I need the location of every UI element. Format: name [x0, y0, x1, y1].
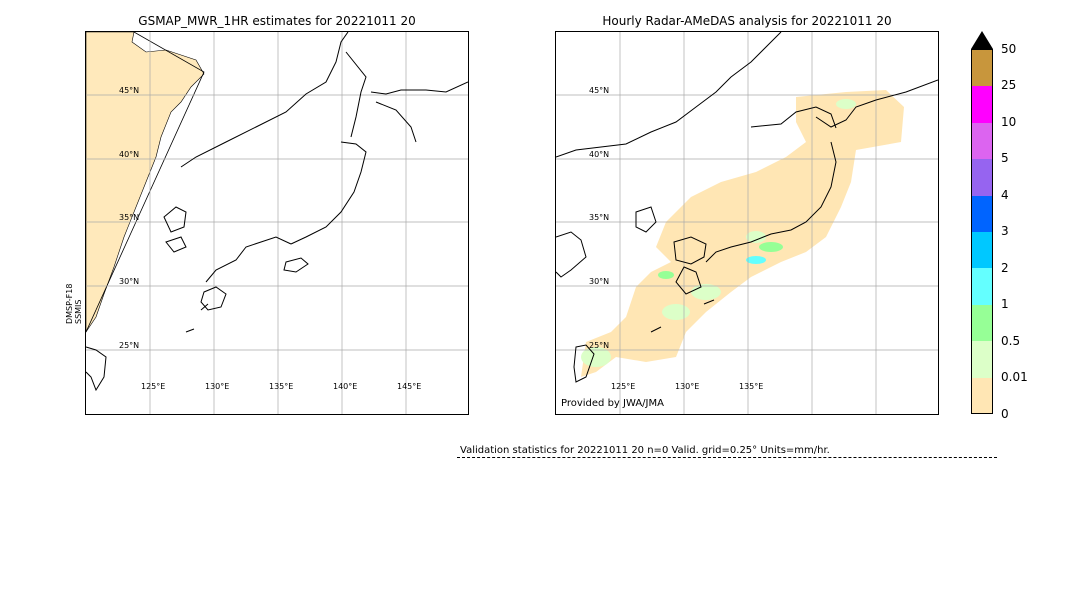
right-lon-label-125: 125°E — [611, 382, 636, 391]
colorbar-tick-1: 1 — [1001, 297, 1009, 311]
colorbar-seg-4-5 — [972, 159, 992, 196]
colorbar-tick-0: 0 — [1001, 407, 1009, 421]
colorbar-seg-25-50 — [972, 50, 992, 87]
data-credit: Provided by JWA/JMA — [561, 398, 664, 409]
colorbar-tick-50: 50 — [1001, 42, 1017, 56]
colorbar-tick-4: 4 — [1001, 188, 1009, 202]
rain-moderate — [658, 242, 783, 279]
colorbar-seg-10-25 — [972, 86, 992, 123]
colorbar-tick-0.5: 0.5 — [1001, 334, 1021, 348]
colorbar-tick-0.01: 0.01 — [1001, 370, 1028, 384]
satellite-swath — [86, 32, 205, 333]
right-lat-label-30: 30°N — [589, 277, 610, 286]
colorbar-seg-1-2 — [972, 268, 992, 305]
rain-heavier — [746, 256, 766, 264]
left-lat-label-40: 40°N — [119, 150, 140, 159]
colorbar-seg-001-05 — [972, 341, 992, 378]
colorbar-seg-3-4 — [972, 195, 992, 232]
colorbar-tick-25: 25 — [1001, 78, 1017, 92]
colorbar-seg-05-1 — [972, 304, 992, 342]
coastlines — [86, 32, 468, 392]
right-map-canvas — [556, 32, 938, 414]
right-lat-label-35: 35°N — [589, 213, 610, 222]
graticule — [86, 32, 468, 414]
colorbar-seg-2-3 — [972, 232, 992, 269]
left-lon-label-130: 130°E — [205, 382, 230, 391]
right-lon-label-135: 135°E — [739, 382, 764, 391]
left-lat-label-45: 45°N — [119, 86, 140, 95]
left-lat-label-35: 35°N — [119, 213, 140, 222]
rain-light — [581, 99, 856, 367]
satellite-label: DMSP-F18 SSMIS — [65, 283, 83, 324]
right-map-title: Hourly Radar-AMeDAS analysis for 2022101… — [602, 14, 892, 28]
left-lon-label-140: 140°E — [333, 382, 358, 391]
validation-statistics: Validation statistics for 20221011 20 n=… — [460, 445, 830, 456]
colorbar — [971, 49, 993, 414]
right-lat-label-45: 45°N — [589, 86, 610, 95]
graticule-right — [556, 32, 938, 414]
colorbar-tick-3: 3 — [1001, 224, 1009, 238]
right-lat-label-40: 40°N — [589, 150, 610, 159]
colorbar-extend-arrow — [971, 31, 993, 49]
colorbar-seg-0-001 — [972, 377, 992, 413]
left-lon-label-145: 145°E — [397, 382, 422, 391]
coastlines-right — [556, 32, 938, 383]
right-map — [555, 31, 939, 415]
radar-coverage — [581, 90, 904, 377]
left-lon-label-135: 135°E — [269, 382, 294, 391]
colorbar-seg-5-10 — [972, 122, 992, 160]
left-lat-label-25: 25°N — [119, 341, 140, 350]
right-lat-label-25: 25°N — [589, 341, 610, 350]
left-map — [85, 31, 469, 415]
left-lat-label-30: 30°N — [119, 277, 140, 286]
validation-divider — [457, 457, 997, 458]
left-map-title: GSMAP_MWR_1HR estimates for 20221011 20 — [138, 14, 416, 28]
left-lon-label-125: 125°E — [141, 382, 166, 391]
right-lon-label-130: 130°E — [675, 382, 700, 391]
colorbar-tick-2: 2 — [1001, 261, 1009, 275]
colorbar-tick-10: 10 — [1001, 115, 1017, 129]
colorbar-tick-5: 5 — [1001, 151, 1009, 165]
left-map-canvas — [86, 32, 468, 414]
